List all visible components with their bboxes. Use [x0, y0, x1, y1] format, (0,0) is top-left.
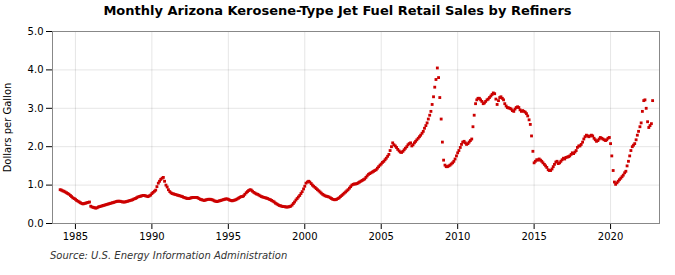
- html-text:Monthly Arizona Kerosene-Type: Monthly Arizona Kerosene-Type Jet Fuel R…: [103, 3, 572, 18]
- svg-text:0.0: 0.0: [28, 218, 44, 229]
- svg-text:2005: 2005: [369, 231, 394, 242]
- svg-text:1990: 1990: [139, 231, 164, 242]
- svg-text:2000: 2000: [292, 231, 317, 242]
- svg-text:2010: 2010: [445, 231, 470, 242]
- svg-text:2.0: 2.0: [28, 141, 44, 152]
- svg-text:4.0: 4.0: [28, 64, 44, 75]
- svg-text:1995: 1995: [216, 231, 241, 242]
- html-text:Source: U.S. Energy Informatio: Source: U.S. Energy Information Administ…: [50, 250, 288, 261]
- svg-text:3.0: 3.0: [28, 103, 44, 114]
- svg-text:1.0: 1.0: [28, 179, 44, 190]
- svg-text:Dollars per Gallon: Dollars per Gallon: [2, 83, 13, 173]
- svg-text:5.0: 5.0: [28, 26, 44, 37]
- svg-text:1985: 1985: [63, 231, 88, 242]
- svg-text:2020: 2020: [598, 231, 623, 242]
- svg-text:2015: 2015: [521, 231, 546, 242]
